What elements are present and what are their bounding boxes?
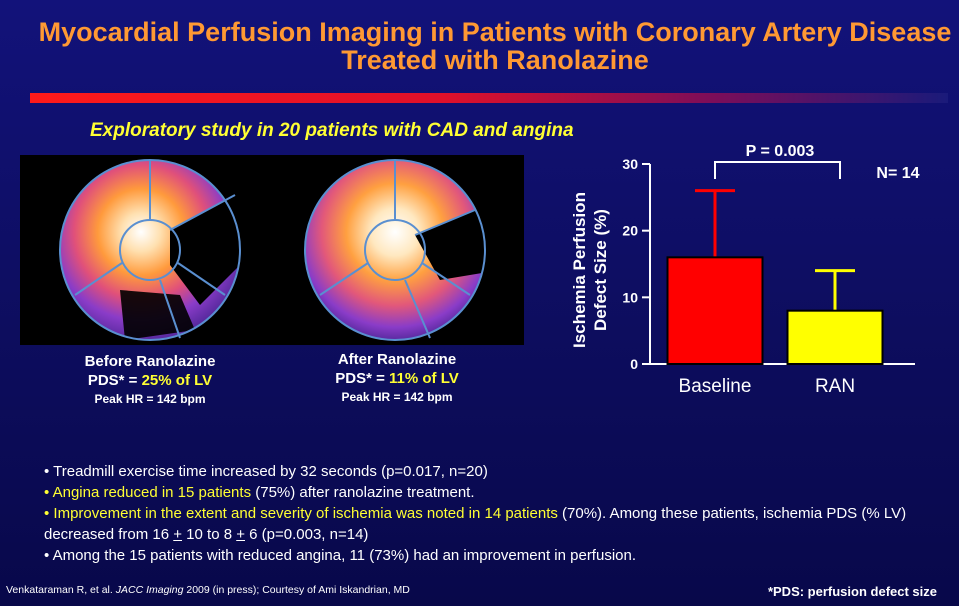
chart-bars xyxy=(666,189,884,366)
significance-bracket xyxy=(714,161,841,179)
ischemia-bar-chart: Ischemia Perfusion Defect Size (%) 0 10 20… xyxy=(570,143,920,397)
after-pds: PDS* = 11% of LV xyxy=(335,370,459,387)
citation: Venkataraman R, et al. JACC Imaging 2009… xyxy=(6,584,410,596)
bullet-2: • Angina reduced in 15 patients (75%) af… xyxy=(44,484,475,501)
perfusion-polar-maps xyxy=(59,159,486,341)
before-hr: Peak HR = 142 bpm xyxy=(94,392,206,406)
y-tick-label: 30 xyxy=(622,156,638,172)
before-label: Before Ranolazine xyxy=(84,353,216,370)
after-label: After Ranolazine xyxy=(337,351,457,368)
n-label: N= 14 xyxy=(876,165,919,182)
y-tick-label: 10 xyxy=(622,289,638,305)
before-caption: Before Ranolazine PDS* = 25% of LV Peak … xyxy=(60,352,240,408)
y-axis-label-line2: Defect Size (%) xyxy=(591,209,610,331)
before-polar-map xyxy=(59,159,245,341)
after-hr: Peak HR = 142 bpm xyxy=(341,390,453,404)
chart-annotation: P = 0.003 xyxy=(714,143,841,179)
before-pds: PDS* = 25% of LV xyxy=(87,372,213,389)
bullet-3: • Improvement in the extent and severity… xyxy=(44,505,907,543)
x-label-ran: RAN xyxy=(815,376,855,397)
p-value-label: P = 0.003 xyxy=(746,143,815,160)
y-tick-label: 20 xyxy=(622,223,638,239)
bullet-4: • Among the 15 patients with reduced ang… xyxy=(44,547,637,564)
bar-ran xyxy=(786,309,884,366)
perfusion-scan-images xyxy=(20,155,524,345)
bullet-1: • Treadmill exercise time increased by 3… xyxy=(44,463,488,480)
y-axis-label-line1: Ischemia Perfusion xyxy=(570,192,589,348)
slide-title: Myocardial Perfusion Imaging in Patients… xyxy=(38,17,952,75)
title-divider xyxy=(30,93,948,103)
pds-footnote: *PDS: perfusion defect size xyxy=(767,584,937,599)
y-ticks: 0 10 20 30 xyxy=(622,156,650,372)
y-tick-label: 0 xyxy=(630,356,638,372)
x-label-baseline: Baseline xyxy=(679,376,752,397)
bar-baseline xyxy=(666,256,764,365)
findings-list: • Treadmill exercise time increased by 3… xyxy=(44,461,934,566)
after-caption: After Ranolazine PDS* = 11% of LV Peak H… xyxy=(307,350,487,406)
slide-subtitle: Exploratory study in 20 patients with CA… xyxy=(90,120,574,141)
x-tick-labels: Baseline RAN xyxy=(679,376,856,397)
after-polar-map xyxy=(304,159,486,341)
